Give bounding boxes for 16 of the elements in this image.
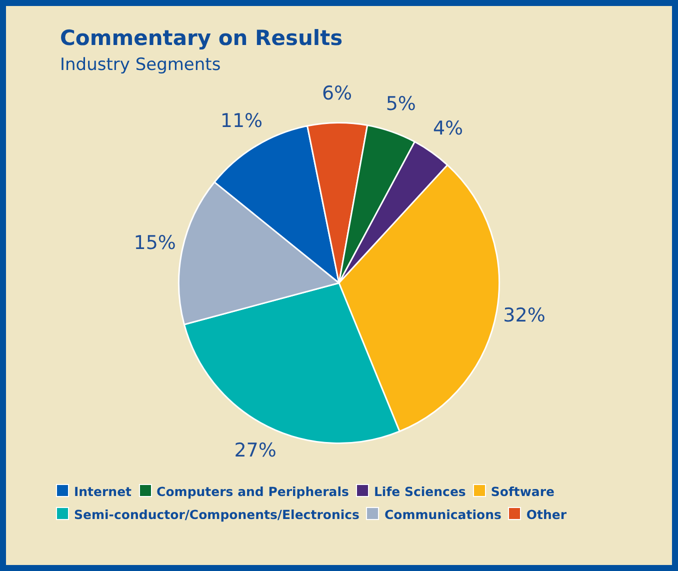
legend-label: Software xyxy=(490,483,555,501)
data-label: 11% xyxy=(220,110,263,132)
data-label: 4% xyxy=(432,117,464,140)
legend-label: Other xyxy=(525,506,567,524)
data-label: 5% xyxy=(386,93,416,116)
legend-label: Communications xyxy=(383,506,502,524)
data-label: 32% xyxy=(503,304,546,326)
legend-label: Life Sciences xyxy=(372,483,466,501)
legend-label: Semi-conductor/Components/Electronics xyxy=(73,506,360,524)
legend-label: Computers and Peripherals xyxy=(156,483,349,501)
chart-title: Commentary on Results xyxy=(60,26,343,50)
chart-subtitle: Industry Segments xyxy=(60,55,221,75)
data-label: 6% xyxy=(322,82,352,105)
data-label: 15% xyxy=(134,232,176,254)
data-label: 27% xyxy=(234,440,276,462)
legend-label: Internet xyxy=(73,483,132,501)
